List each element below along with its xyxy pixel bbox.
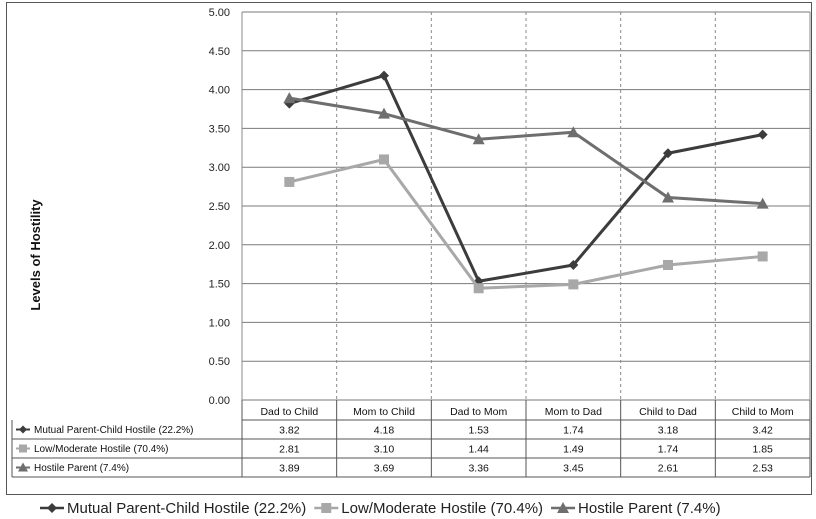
y-tick-label: 1.50 xyxy=(209,279,230,291)
legend-marker xyxy=(321,503,332,513)
y-tick-label: 1.00 xyxy=(209,317,230,329)
legend-marker xyxy=(47,503,57,513)
table-row-label: Low/Moderate Hostile (70.4%) xyxy=(34,444,169,455)
data-label: 2.61 xyxy=(658,463,679,475)
data-label: 1.74 xyxy=(563,425,584,437)
data-point xyxy=(284,176,295,187)
y-tick-label: 2.50 xyxy=(209,201,230,213)
y-tick-label: 2.00 xyxy=(209,240,230,252)
table-key-marker xyxy=(18,462,28,472)
series-line xyxy=(288,74,763,283)
x-category-label: Mom to Child xyxy=(353,406,415,418)
data-point xyxy=(757,129,768,140)
x-category-label: Dad to Child xyxy=(260,406,318,418)
legend-label: Mutual Parent-Child Hostile (22.2%) xyxy=(67,500,306,517)
data-point xyxy=(662,191,674,203)
data-label: 4.18 xyxy=(374,425,395,437)
data-point xyxy=(283,92,296,104)
plot-grid xyxy=(241,11,811,401)
data-point xyxy=(568,279,579,290)
y-tick-label: 4.00 xyxy=(209,85,230,97)
data-label: 3.10 xyxy=(374,444,395,456)
x-category-label: Mom to Dad xyxy=(545,406,602,418)
data-label: 3.45 xyxy=(563,463,584,475)
data-label: 1.49 xyxy=(563,444,584,456)
data-point xyxy=(379,70,389,81)
data-label: 1.44 xyxy=(468,444,489,456)
table-row-label: Mutual Parent-Child Hostile (22.2%) xyxy=(34,425,194,436)
series-layer xyxy=(283,70,769,294)
data-label: 1.85 xyxy=(752,444,773,456)
y-axis-ticks: 0.00 0.50 1.00 1.50 2.00 2.50 3.00 3.50 4.00 4.50… xyxy=(209,7,230,407)
y-tick-label: 3.00 xyxy=(209,162,230,174)
data-point xyxy=(378,107,390,119)
legend: Mutual Parent-Child Hostile (22.2%) Low/M… xyxy=(40,500,721,517)
y-tick-label: 0.50 xyxy=(209,356,230,368)
data-point xyxy=(663,259,673,270)
data-label: 3.42 xyxy=(752,425,773,437)
series-group xyxy=(283,92,769,209)
table-key-marker xyxy=(19,444,27,453)
y-tick-label: 4.50 xyxy=(209,46,230,58)
data-label: 1.53 xyxy=(468,425,489,437)
legend-marker xyxy=(557,502,570,513)
data-point xyxy=(473,283,484,294)
table-key-marker xyxy=(19,425,27,434)
chart-border xyxy=(6,2,812,495)
x-category-label: Child to Dad xyxy=(639,406,697,418)
y-tick-label: 0.00 xyxy=(209,395,230,407)
data-label: 1.74 xyxy=(658,444,679,456)
data-table: Dad to Child Mom to Child Dad to Mom Mom to… xyxy=(11,400,811,478)
x-category-label: Dad to Mom xyxy=(450,406,507,418)
series-line xyxy=(289,96,763,206)
x-category-label: Child to Mom xyxy=(732,406,794,418)
data-point xyxy=(379,154,389,165)
data-point xyxy=(568,259,579,270)
data-point xyxy=(757,251,768,262)
data-label: 3.89 xyxy=(279,463,300,475)
data-label: 3.82 xyxy=(279,425,300,437)
series-line xyxy=(288,157,763,290)
legend-label: Low/Moderate Hostile (70.4%) xyxy=(341,500,543,517)
y-tick-label: 5.00 xyxy=(209,7,230,19)
data-point xyxy=(567,126,580,138)
data-label: 2.81 xyxy=(279,444,300,456)
data-label: 3.36 xyxy=(468,463,489,475)
data-point xyxy=(756,197,769,209)
y-axis-label: Levels of Hostility xyxy=(28,199,43,311)
data-label: 3.69 xyxy=(374,463,395,475)
data-point xyxy=(472,133,485,145)
table-row-label: Hostile Parent (7.4%) xyxy=(34,463,129,474)
data-point xyxy=(663,148,673,159)
data-label: 2.53 xyxy=(752,463,773,475)
legend-label: Hostile Parent (7.4%) xyxy=(578,500,721,517)
y-tick-label: 3.50 xyxy=(209,123,230,135)
series-group xyxy=(284,154,768,294)
data-label: 3.18 xyxy=(658,425,679,437)
